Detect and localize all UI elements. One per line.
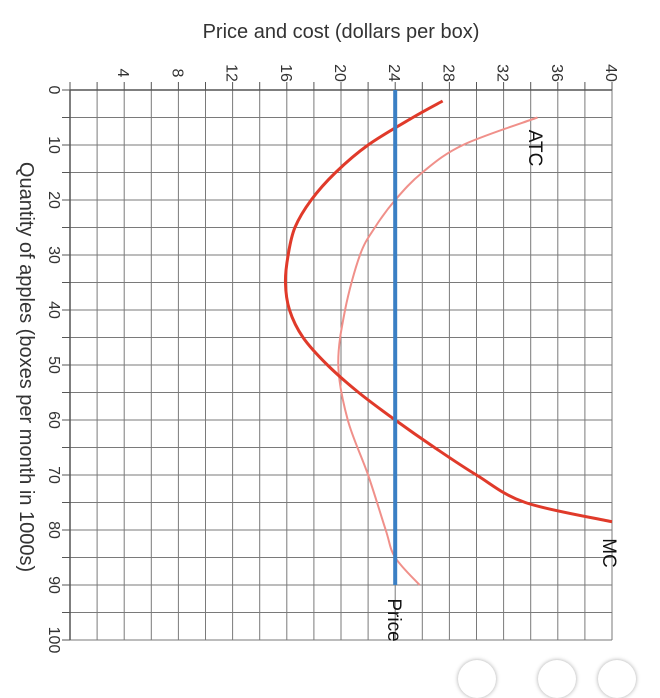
price-tick-label: 40 [602,64,619,82]
series-labels: MC ATC Price [383,130,619,642]
quantity-tick-label: 20 [45,191,62,209]
quantity-tick-label: 70 [45,466,62,484]
series-label-atc: ATC [524,130,545,167]
quantity-tick-label: 80 [45,521,62,539]
quantity-tick-label: 30 [45,246,62,264]
zoom-in-button[interactable] [458,660,496,698]
price-tick-label: 8 [168,69,185,78]
price-tick-label: 16 [277,64,294,82]
zoom-out-button[interactable] [538,660,576,698]
quantity-tick-label: 0 [45,86,62,95]
quantity-tick-label: 60 [45,411,62,429]
series-label-price: Price [383,598,404,641]
price-tick-label: 12 [223,64,240,82]
quantity-tick-label: 100 [45,627,62,654]
quantity-tick-label: 50 [45,356,62,374]
series-layer [283,90,613,586]
series-atc-line [337,116,538,586]
series-label-mc: MC [598,538,619,568]
price-tick-label: 32 [494,64,511,82]
price-tick-label: 36 [548,64,565,82]
quantity-tick-label: 10 [45,136,62,154]
x-axis-title: Quantity of apples (boxes per month in 1… [15,162,37,572]
grid [62,82,613,641]
price-tick-label: 20 [331,64,348,82]
chart: 4 8 12 16 20 24 28 32 36 40 0 10 20 30 40 50 60 70 80 90 100… [15,21,619,653]
quantity-tick-label: 90 [45,576,62,594]
quantity-tick-label: 40 [45,301,62,319]
price-tick-label: 28 [439,64,456,82]
reset-button[interactable] [598,660,636,698]
price-tick-label: 4 [114,69,131,78]
tick-labels: 4 8 12 16 20 24 28 32 36 40 0 10 20 30 40 50 60 70 80 90 100 [45,64,619,653]
series-mc-line [283,99,613,524]
price-tick-label: 24 [385,64,402,82]
y-axis-title: Price and cost (dollars per box) [203,21,480,43]
